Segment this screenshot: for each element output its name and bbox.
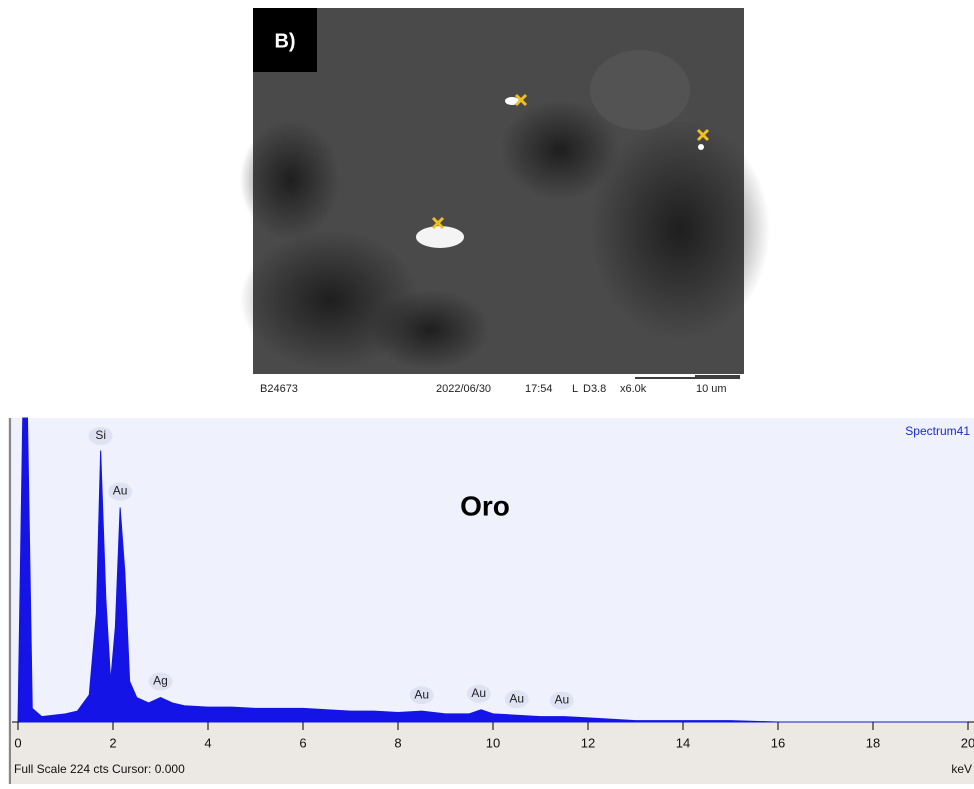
- peak-label: Au: [509, 691, 524, 705]
- peak-label: Au: [555, 693, 570, 707]
- panel-label: B): [274, 30, 295, 52]
- peak-label-bg: [549, 691, 574, 710]
- peak-label: Au: [471, 686, 486, 700]
- spectrum-name: Spectrum41: [905, 424, 970, 438]
- x-tick-label: 2: [109, 735, 116, 750]
- x-tick-label: 6: [299, 735, 306, 750]
- peak-label-bg: [504, 690, 529, 709]
- x-tick-label: 4: [204, 735, 211, 750]
- footer-text: D3.8: [583, 383, 606, 395]
- plot: 0 2 4 6 8 10 12 14 16 18 20 Si Au Ag Au Au Au Au Oro Spectr…: [14, 417, 974, 776]
- x-tick-label: 0: [14, 735, 21, 750]
- x-tick-label: 12: [581, 735, 595, 750]
- x-tick-label: 8: [394, 735, 401, 750]
- x-tick-label: 16: [771, 735, 785, 750]
- peak-label-bg: [88, 427, 113, 445]
- sem-footer: B24673 2022/06/30 17:54 L D3.8 x6.0k 10 um: [260, 383, 727, 395]
- footer-text: 2022/06/30: [436, 383, 491, 395]
- x-tick-label: 10: [486, 735, 500, 750]
- sem-image: B): [240, 8, 770, 379]
- peak-label: Au: [414, 687, 429, 701]
- peak-label-bg: [466, 684, 491, 703]
- footer-text: 17:54: [525, 383, 553, 395]
- x-tick-label: 18: [866, 735, 880, 750]
- spectrum: [17, 417, 968, 723]
- peak-label: Au: [113, 484, 128, 498]
- spectrum-frame: [8, 418, 974, 784]
- peak-label-bg: [108, 482, 133, 501]
- footer-text: L: [572, 383, 578, 395]
- footer-text: B24673: [260, 383, 298, 395]
- footer-text: x6.0k: [620, 383, 647, 395]
- x-axis-label: keV: [951, 762, 972, 776]
- peak-label: Si: [95, 428, 106, 442]
- x-tick-label: 20: [961, 735, 974, 750]
- scale-info: Full Scale 224 cts Cursor: 0.000: [14, 762, 185, 776]
- peak-label-bg: [409, 686, 434, 705]
- x-tick-label: 14: [676, 735, 690, 750]
- footer-text: 10 um: [696, 383, 727, 395]
- peak-label-bg: [148, 672, 173, 691]
- peak-label: Ag: [153, 674, 168, 688]
- chart-title: Oro: [460, 490, 510, 521]
